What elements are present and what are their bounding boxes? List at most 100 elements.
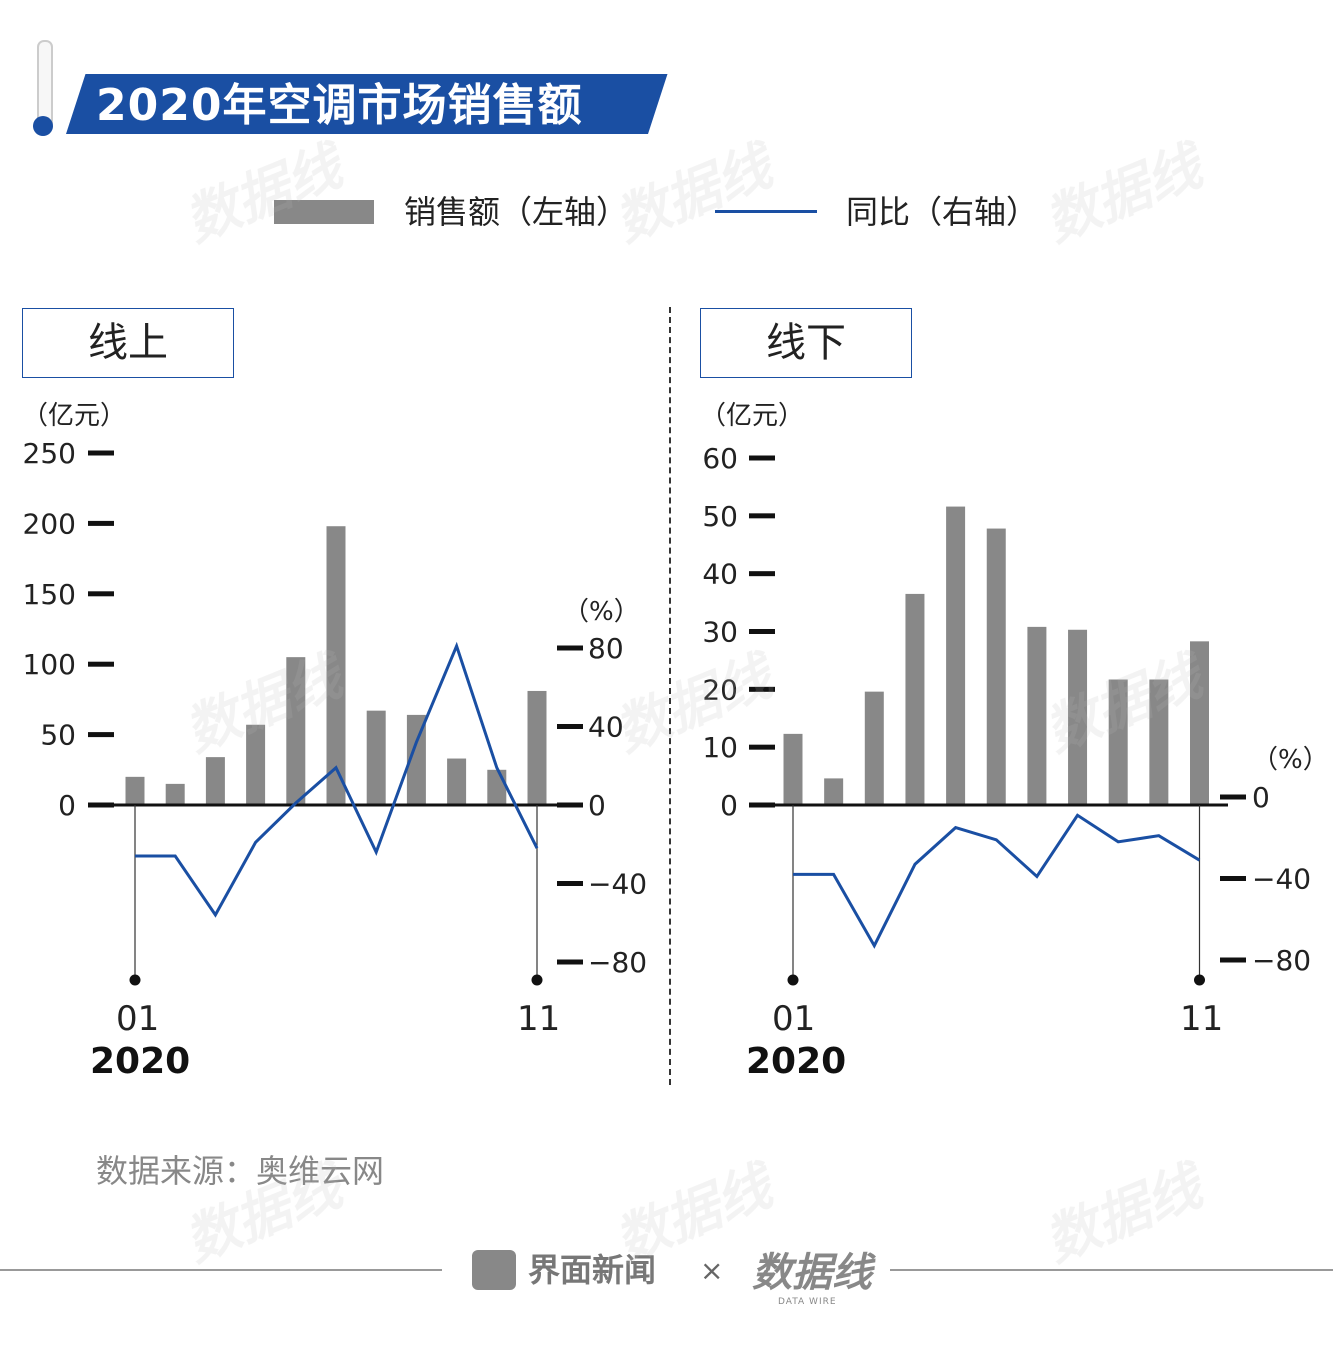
y-tick-right bbox=[557, 645, 583, 651]
bar bbox=[286, 657, 306, 805]
y-tick-right bbox=[1220, 957, 1246, 963]
x-marker-dot bbox=[787, 974, 799, 986]
bar bbox=[246, 724, 266, 805]
y-tick-left bbox=[749, 802, 775, 808]
footer-brand-datawire: 数据线 bbox=[752, 1250, 872, 1296]
y-tick-left bbox=[749, 571, 775, 577]
legend-bar-label: 销售额（左轴） bbox=[404, 193, 629, 231]
y-tick-left bbox=[749, 455, 775, 461]
y-tick-right bbox=[557, 881, 583, 886]
y-tick-label-left: 50 bbox=[40, 719, 76, 752]
bar bbox=[946, 506, 966, 805]
y-tick-label-right: −40 bbox=[588, 868, 647, 901]
y-tick-left bbox=[749, 629, 775, 634]
y-axis-unit-left: （亿元） bbox=[22, 401, 126, 431]
panel-divider bbox=[669, 307, 671, 1085]
x-tick-label: 01 bbox=[116, 999, 159, 1039]
y-tick-label-right: 0 bbox=[1252, 781, 1270, 814]
y-tick-label-right: −40 bbox=[1252, 863, 1311, 896]
page-title: 2020年空调市场销售额 bbox=[96, 80, 583, 131]
y-axis-unit-left: （亿元） bbox=[700, 401, 804, 431]
panel-title-online: 线上 bbox=[22, 308, 234, 378]
data-source: 数据来源：奥维云网 bbox=[96, 1152, 385, 1190]
y-tick-left bbox=[749, 513, 775, 519]
chart-offline: （亿元） 0 10 20 30 40 50 60 （%） 0 −40 −80 01 11 2020 bbox=[700, 401, 1329, 1082]
jiemian-logo-icon bbox=[472, 1250, 516, 1290]
bar bbox=[326, 526, 346, 805]
legend-line-label: 同比（右轴） bbox=[846, 193, 1039, 231]
y-tick-label-left: 10 bbox=[702, 731, 738, 764]
watermark: 数据线 bbox=[1035, 1154, 1210, 1274]
footer-brand-jiemian: 界面新闻 bbox=[528, 1251, 657, 1289]
bar bbox=[366, 710, 386, 805]
y-tick-left bbox=[88, 591, 114, 597]
panel-title-offline: 线下 bbox=[700, 308, 912, 378]
series-line bbox=[793, 813, 1201, 949]
bar bbox=[487, 769, 507, 805]
bar bbox=[1108, 679, 1128, 805]
bar bbox=[986, 528, 1006, 805]
bar bbox=[1190, 641, 1209, 805]
x-year-label: 2020 bbox=[90, 1041, 190, 1082]
bar bbox=[125, 776, 145, 805]
y-tick-label-right: 0 bbox=[588, 789, 606, 822]
y-axis-unit-right: （%） bbox=[563, 597, 640, 627]
y-tick-left bbox=[88, 661, 114, 667]
x-tick-label: 11 bbox=[1180, 999, 1223, 1039]
bar bbox=[165, 783, 185, 805]
thermometer-bulb-icon bbox=[33, 116, 53, 136]
y-tick-left bbox=[749, 686, 775, 692]
y-tick-label-right: −80 bbox=[1252, 944, 1311, 977]
footer-rule-right bbox=[890, 1269, 1333, 1271]
y-tick-label-right: −80 bbox=[588, 946, 647, 979]
y-tick-label-left: 100 bbox=[23, 648, 76, 681]
y-tick-right bbox=[1220, 876, 1246, 881]
y-axis-unit-right: （%） bbox=[1252, 745, 1329, 775]
y-tick-label-left: 30 bbox=[702, 616, 738, 649]
chart-online: （亿元） 0 50 100 150 200 250 （%） 80 40 0 −40 −80 01 11 202… bbox=[22, 401, 647, 1082]
y-tick-label-right: 80 bbox=[588, 632, 624, 665]
bar bbox=[447, 758, 467, 805]
y-tick-label-left: 150 bbox=[23, 578, 76, 611]
x-marker-dot bbox=[129, 974, 141, 986]
x-tick-label: 11 bbox=[517, 999, 560, 1039]
footer-brand-datawire-sub: DATA WIRE bbox=[778, 1297, 837, 1307]
y-tick-label-left: 60 bbox=[702, 442, 738, 475]
y-tick-label-left: 250 bbox=[23, 437, 76, 470]
x-marker-dot bbox=[531, 974, 543, 986]
y-tick-label-right: 40 bbox=[588, 711, 624, 744]
bar bbox=[1027, 626, 1047, 805]
y-tick-label-left: 20 bbox=[702, 673, 738, 706]
x-marker-dot bbox=[1194, 974, 1205, 986]
bar bbox=[205, 757, 225, 805]
bar bbox=[864, 691, 884, 805]
bar bbox=[406, 714, 426, 805]
legend-bar-swatch bbox=[274, 200, 374, 224]
x-year-label: 2020 bbox=[746, 1041, 846, 1082]
y-tick-right bbox=[557, 724, 583, 729]
y-tick-label-left: 0 bbox=[58, 789, 76, 822]
y-tick-left bbox=[88, 450, 114, 456]
y-tick-left bbox=[749, 744, 775, 750]
y-tick-right bbox=[557, 802, 583, 808]
y-tick-label-left: 50 bbox=[702, 500, 738, 533]
bar bbox=[783, 733, 803, 805]
y-tick-label-left: 0 bbox=[720, 789, 738, 822]
y-tick-left bbox=[88, 732, 114, 738]
bar bbox=[1149, 679, 1169, 805]
y-tick-label-left: 40 bbox=[702, 558, 738, 591]
y-tick-right bbox=[557, 959, 583, 965]
bar bbox=[527, 690, 547, 805]
bar bbox=[1068, 629, 1088, 805]
footer-separator: × bbox=[700, 1254, 724, 1287]
footer-rule-left bbox=[0, 1269, 442, 1271]
bar bbox=[824, 778, 844, 805]
y-tick-label-left: 200 bbox=[23, 507, 76, 540]
x-tick-label: 01 bbox=[772, 999, 815, 1039]
legend-line-swatch bbox=[715, 210, 817, 213]
y-tick-right bbox=[1220, 794, 1246, 800]
y-tick-left bbox=[88, 520, 114, 526]
bar bbox=[905, 593, 925, 805]
series-line bbox=[135, 641, 539, 918]
